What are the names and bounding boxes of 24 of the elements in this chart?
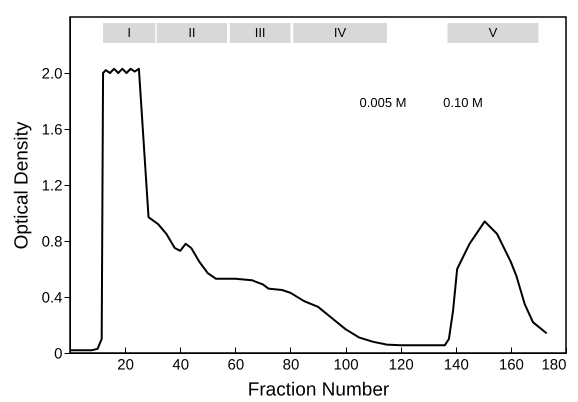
y-tick-label: 2.0: [42, 66, 62, 82]
y-tick-label: 0.8: [42, 234, 62, 250]
y-tick-label: 0.4: [42, 290, 62, 306]
band-label: I: [127, 25, 132, 40]
annotation: 0.005 M: [360, 95, 406, 110]
x-tick-label: 140: [444, 356, 469, 374]
band-label: IV: [334, 25, 347, 40]
x-tick-label: 20: [117, 356, 134, 374]
x-tick-label: 80: [282, 356, 300, 374]
annotation: 0.10 M: [443, 95, 483, 110]
x-tick-label: 40: [172, 356, 190, 374]
x-tick-label: 160: [498, 356, 524, 374]
y-tick-label: 1.2: [42, 178, 62, 194]
y-tick-label: 1.6: [42, 122, 62, 138]
x-tick-label: 100: [334, 356, 359, 374]
band-label: V: [488, 25, 498, 40]
y-tick-label: 0: [54, 346, 62, 362]
x-tick-label: 180: [541, 356, 566, 374]
x-tick-label: 60: [227, 356, 244, 374]
x-axis-title: Fraction Number: [248, 380, 390, 400]
band-label: III: [254, 25, 266, 40]
y-axis-title: Optical Density: [12, 121, 33, 250]
x-tick-label: 120: [388, 356, 414, 374]
band-label: II: [188, 25, 196, 40]
